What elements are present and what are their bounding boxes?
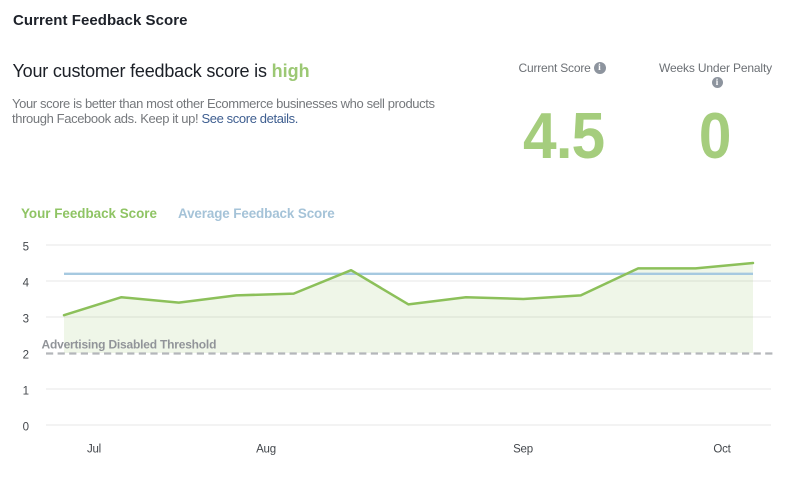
see-score-details-link[interactable]: See score details. <box>201 111 298 127</box>
score-heading-highlight: high <box>271 61 310 82</box>
legend-average-feedback-score: Average Feedback Score <box>178 205 335 221</box>
y-tick-label: 5 <box>23 242 29 254</box>
x-tick-label: Sep <box>513 444 533 456</box>
legend-your-feedback-score: Your Feedback Score <box>21 205 157 221</box>
your-score-line <box>62 261 755 317</box>
current-score-info-icon[interactable]: i <box>593 61 606 74</box>
score-heading: Your customer feedback score is high <box>13 60 310 83</box>
y-tick-label: 2 <box>23 350 29 362</box>
weeks-under-penalty-label: Weeks Under Penalty <box>659 60 772 75</box>
feedback-score-chart: 0 1 2 3 4 5 Jul Aug Sep Oct Advertising Disabled T… <box>23 242 775 456</box>
current-score-label: Current Score <box>518 60 591 75</box>
y-tick-label: 1 <box>23 386 29 398</box>
score-heading-text: Your customer feedback score is <box>12 61 272 82</box>
weeks-under-penalty-value: 0 <box>698 98 732 172</box>
y-tick-label: 0 <box>23 422 29 434</box>
page-title: Current Feedback Score <box>13 12 188 29</box>
score-description: Your score is better than most other Eco… <box>12 96 458 127</box>
y-tick-label: 3 <box>23 314 29 326</box>
y-tick-label: 4 <box>23 278 30 290</box>
x-tick-label: Aug <box>256 444 276 456</box>
current-score-value: 4.5 <box>522 98 605 172</box>
your-score-area-fill <box>64 263 753 353</box>
weeks-under-penalty-info-icon[interactable]: i <box>711 76 723 88</box>
x-tick-label: Jul <box>87 444 101 456</box>
threshold-label: Advertising Disabled Threshold <box>42 338 217 352</box>
score-description-text: Your score is better than most other Eco… <box>12 95 435 127</box>
x-tick-label: Oct <box>713 444 731 456</box>
